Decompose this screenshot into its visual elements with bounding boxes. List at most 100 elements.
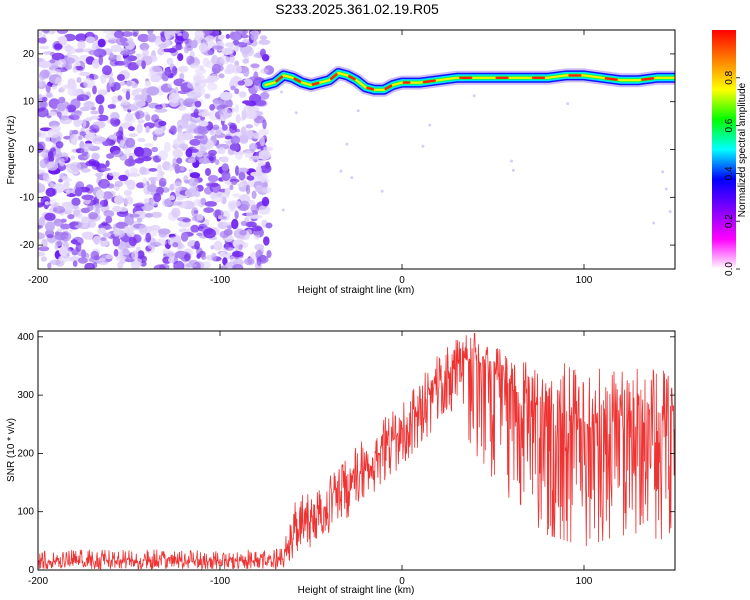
noise-blob	[265, 222, 273, 229]
noise-blob	[174, 250, 188, 259]
noise-blob	[69, 134, 78, 145]
chart-title: S233.2025.361.02.19.R05	[275, 1, 439, 17]
noise-blob	[83, 77, 95, 89]
noise-blob	[219, 55, 230, 65]
noise-blob	[154, 104, 163, 110]
noise-blob	[38, 183, 46, 193]
noise-blob	[184, 188, 197, 198]
track-peak	[293, 77, 302, 83]
noise-blob	[53, 202, 60, 209]
noise-blob	[60, 85, 71, 90]
noise-blob	[245, 221, 257, 228]
noise-blob	[63, 181, 70, 189]
noise-blob	[38, 107, 49, 118]
noise-blob	[249, 143, 258, 151]
noise-blob	[85, 143, 94, 148]
noise-blob	[242, 66, 250, 77]
noise-blob	[229, 124, 238, 134]
noise-blob	[203, 228, 217, 239]
noise-blob	[125, 90, 131, 101]
noise-blob	[100, 237, 107, 242]
noise-blob	[124, 158, 136, 167]
noise-blob	[116, 74, 125, 81]
noise-blob	[235, 113, 241, 124]
track-peak	[311, 81, 320, 86]
noise-blob	[242, 78, 253, 87]
noise-blob	[229, 143, 240, 151]
noise-blob	[204, 93, 211, 99]
noise-blob	[172, 148, 183, 158]
noise-blob	[59, 246, 68, 257]
noise-blob	[108, 171, 121, 177]
noise-blob	[123, 189, 132, 197]
noise-blob	[222, 124, 228, 131]
noise-blob	[167, 82, 173, 88]
noise-blob	[146, 184, 158, 193]
noise-blob	[167, 48, 177, 53]
noise-blob	[121, 99, 129, 106]
noise-blob	[63, 135, 72, 140]
noise-blob	[79, 131, 87, 137]
noise-blob	[38, 81, 43, 87]
spectrogram-x-label: Height of straight line (km)	[298, 285, 415, 296]
noise-blob	[164, 141, 171, 153]
noise-blob	[99, 199, 109, 207]
snr-x-tick-label: -200	[28, 576, 48, 587]
noise-blob	[259, 136, 265, 147]
noise-blob	[55, 240, 63, 247]
noise-blob	[55, 141, 64, 149]
spectrogram-y-tick-label: -10	[20, 192, 35, 203]
noise-speck	[350, 176, 354, 180]
noise-blob	[50, 68, 62, 74]
noise-blob	[64, 203, 74, 214]
spectrogram-x-tick-label: -100	[210, 275, 230, 286]
noise-blob	[262, 119, 267, 130]
noise-blob	[53, 218, 64, 227]
snr-y-tick-label: 200	[17, 448, 34, 459]
noise-blob	[145, 125, 150, 134]
spectrogram-signal-track	[258, 66, 675, 97]
snr-panel: -200 -100 0 100 0 100 200 300 400 Height of str…	[6, 330, 676, 596]
noise-blob	[77, 40, 86, 51]
noise-blob	[217, 215, 223, 220]
noise-blob	[59, 158, 65, 167]
noise-blob	[78, 71, 91, 76]
noise-blob	[144, 80, 151, 87]
noise-blob	[113, 249, 119, 257]
noise-blob	[206, 60, 214, 69]
noise-blob	[98, 178, 110, 189]
noise-blob	[84, 133, 95, 141]
noise-blob	[174, 163, 181, 174]
noise-blob	[260, 68, 269, 74]
noise-blob	[152, 65, 162, 73]
noise-blob	[249, 135, 262, 140]
noise-blob	[49, 59, 56, 64]
noise-blob	[65, 62, 73, 71]
noise-blob	[158, 150, 169, 161]
noise-blob	[177, 105, 187, 111]
noise-blob	[103, 210, 115, 218]
noise-blob	[95, 189, 105, 200]
snr-x-axis: -200 -100 0 100	[28, 331, 593, 587]
noise-blob	[51, 84, 58, 90]
noise-blob	[208, 156, 215, 162]
spectrogram-y-tick-label: 0	[28, 145, 34, 156]
snr-y-tick-label: 100	[17, 507, 34, 518]
noise-blob	[246, 184, 251, 195]
noise-blob	[67, 86, 78, 97]
noise-blob	[207, 175, 219, 183]
noise-blob	[144, 143, 154, 148]
noise-blob	[178, 143, 189, 150]
noise-blob	[71, 197, 81, 206]
snr-y-tick-label: 0	[28, 565, 34, 576]
noise-blob	[256, 256, 262, 267]
noise-blob	[141, 60, 146, 70]
noise-blob	[176, 157, 183, 164]
noise-blob	[71, 129, 79, 135]
noise-blob	[117, 207, 129, 212]
noise-blob	[258, 39, 271, 45]
noise-blob	[73, 119, 84, 125]
noise-blob	[154, 127, 164, 135]
noise-blob	[187, 177, 199, 187]
